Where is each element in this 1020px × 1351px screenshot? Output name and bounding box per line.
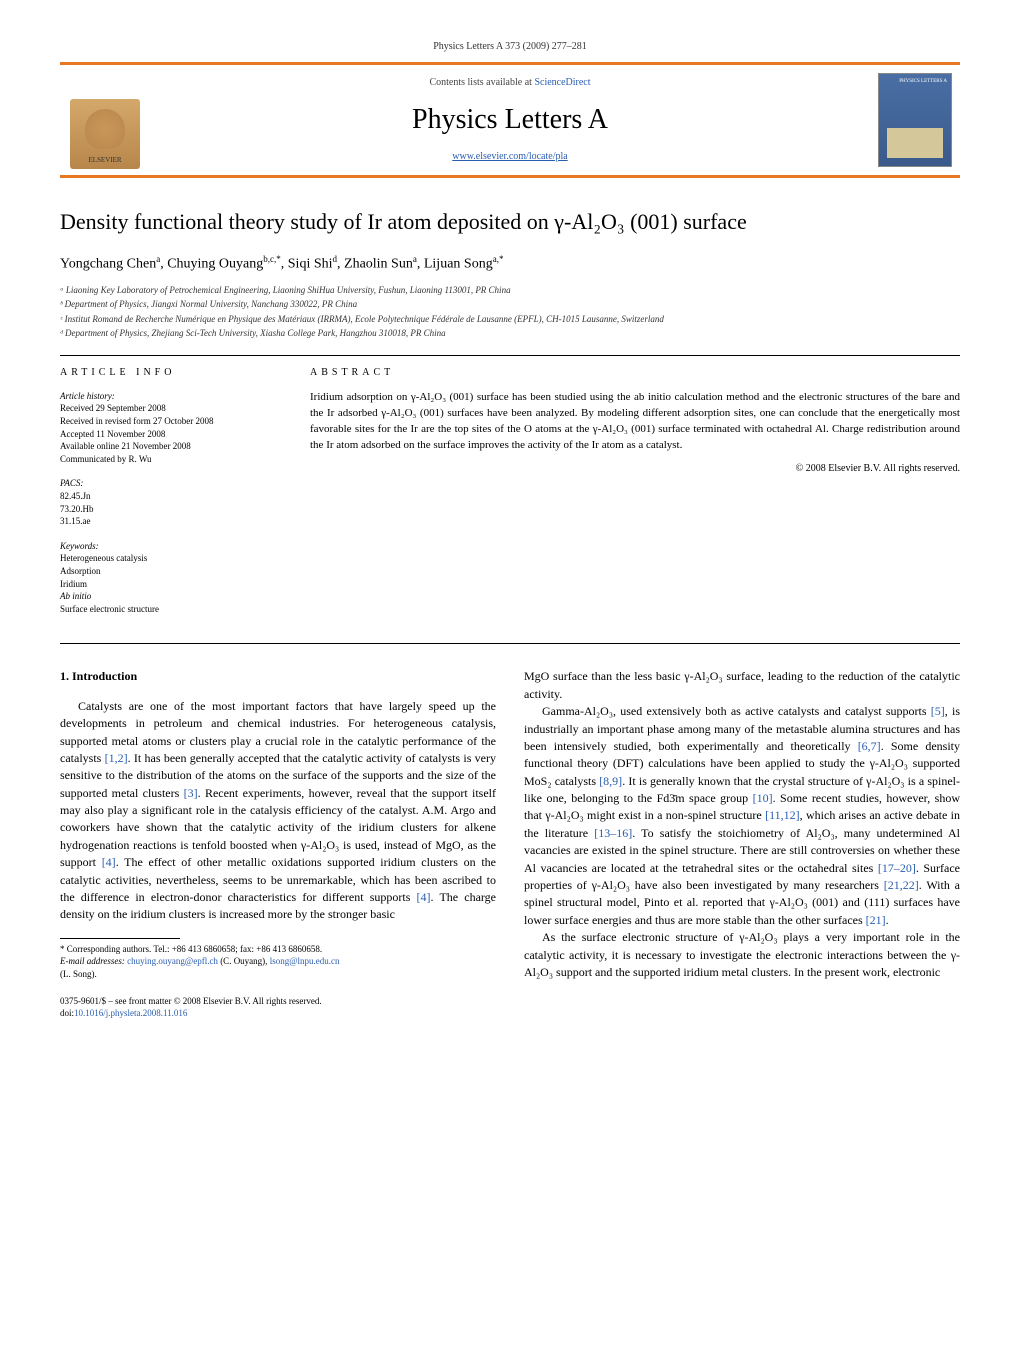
affiliation-line: ᵃ Liaoning Key Laboratory of Petrochemic… — [60, 284, 960, 298]
banner-center: Contents lists available at ScienceDirec… — [150, 65, 870, 175]
pacs-line: 73.20.Hb — [60, 503, 280, 516]
cover-thumbnail: PHYSICS LETTERS A — [878, 73, 952, 167]
keyword-line: Adsorption — [60, 565, 280, 578]
article-info-heading: ARTICLE INFO — [60, 366, 280, 380]
body-column-left: 1. Introduction Catalysts are one of the… — [60, 668, 496, 1019]
body-columns: 1. Introduction Catalysts are one of the… — [60, 668, 960, 1019]
cover-cell: PHYSICS LETTERS A — [870, 65, 960, 175]
email-label: E-mail addresses: — [60, 956, 125, 966]
journal-url-link[interactable]: www.elsevier.com/locate/pla — [160, 150, 860, 164]
publisher-logo-cell: ELSEVIER — [60, 65, 150, 175]
affiliation-line: ᵇ Department of Physics, Jiangxi Normal … — [60, 298, 960, 312]
abstract-copyright: © 2008 Elsevier B.V. All rights reserved… — [310, 462, 960, 476]
contents-prefix: Contents lists available at — [429, 77, 534, 88]
abstract-text: Iridium adsorption on γ-Al₂O₃ (001) surf… — [310, 390, 960, 454]
info-abstract-row: ARTICLE INFO Article history: Received 2… — [60, 366, 960, 628]
intro-paragraph-1-cont: MgO surface than the less basic γ-Al₂O₃ … — [524, 668, 960, 703]
keyword-line: Surface electronic structure — [60, 603, 280, 616]
keywords-label: Keywords: — [60, 540, 280, 553]
divider-top — [60, 355, 960, 356]
corresponding-author-note: * Corresponding authors. Tel.: +86 413 6… — [60, 943, 496, 956]
doi-line: doi:10.1016/j.physleta.2008.11.016 — [60, 1007, 496, 1020]
authors-line: Yongchang Chena, Chuying Ouyangb,c,*, Si… — [60, 253, 960, 274]
affiliation-line: ᶜ Institut Romand de Recherche Numérique… — [60, 313, 960, 327]
email-line: E-mail addresses: chuying.ouyang@epfl.ch… — [60, 955, 496, 968]
history-line: Accepted 11 November 2008 — [60, 428, 280, 441]
cover-thumb-title: PHYSICS LETTERS A — [899, 78, 947, 85]
intro-paragraph-1: Catalysts are one of the most important … — [60, 698, 496, 924]
history-label: Article history: — [60, 390, 280, 403]
footnote-separator — [60, 938, 180, 939]
citation-line: Physics Letters A 373 (2009) 277–281 — [60, 40, 960, 54]
journal-name: Physics Letters A — [160, 100, 860, 139]
pacs-line: 82.45.Jn — [60, 490, 280, 503]
article-history-block: Article history: Received 29 September 2… — [60, 390, 280, 466]
section-1-heading: 1. Introduction — [60, 668, 496, 685]
email-link-2[interactable]: lsong@lnpu.edu.cn — [270, 956, 340, 966]
pacs-line: 31.15.ae — [60, 515, 280, 528]
contents-line: Contents lists available at ScienceDirec… — [160, 76, 860, 90]
abstract-column: ABSTRACT Iridium adsorption on γ-Al₂O₃ (… — [310, 366, 960, 628]
pacs-label: PACS: — [60, 477, 280, 490]
affiliations-block: ᵃ Liaoning Key Laboratory of Petrochemic… — [60, 284, 960, 341]
issn-line: 0375-9601/$ – see front matter © 2008 El… — [60, 995, 496, 1008]
divider-bottom — [60, 643, 960, 644]
keyword-line: Heterogeneous catalysis — [60, 552, 280, 565]
elsevier-logo: ELSEVIER — [70, 99, 140, 169]
keyword-line: Ab initio — [60, 590, 280, 603]
history-line: Communicated by R. Wu — [60, 453, 280, 466]
journal-banner: ELSEVIER Contents lists available at Sci… — [60, 62, 960, 178]
article-title: Density functional theory study of Ir at… — [60, 208, 960, 237]
article-info-column: ARTICLE INFO Article history: Received 2… — [60, 366, 280, 628]
footnotes: * Corresponding authors. Tel.: +86 413 6… — [60, 943, 496, 981]
history-line: Available online 21 November 2008 — [60, 440, 280, 453]
pacs-block: PACS: 82.45.Jn73.20.Hb31.15.ae — [60, 477, 280, 527]
keyword-line: Iridium — [60, 578, 280, 591]
email-link-1[interactable]: chuying.ouyang@epfl.ch — [127, 956, 218, 966]
sciencedirect-link[interactable]: ScienceDirect — [534, 77, 590, 88]
intro-paragraph-3: As the surface electronic structure of γ… — [524, 929, 960, 981]
abstract-heading: ABSTRACT — [310, 366, 960, 380]
body-column-right: MgO surface than the less basic γ-Al₂O₃ … — [524, 668, 960, 1019]
cover-thumb-decoration — [887, 128, 943, 158]
email-who-2: (L. Song). — [60, 968, 496, 981]
keywords-block: Keywords: Heterogeneous catalysisAdsorpt… — [60, 540, 280, 616]
elsevier-tree-icon — [85, 109, 125, 149]
doi-label: doi: — [60, 1008, 74, 1018]
history-line: Received 29 September 2008 — [60, 402, 280, 415]
affiliation-line: ᵈ Department of Physics, Zhejiang Sci-Te… — [60, 327, 960, 341]
history-line: Received in revised form 27 October 2008 — [60, 415, 280, 428]
email-who-1: (C. Ouyang), — [218, 956, 270, 966]
bottom-meta: 0375-9601/$ – see front matter © 2008 El… — [60, 995, 496, 1020]
doi-link[interactable]: 10.1016/j.physleta.2008.11.016 — [74, 1008, 187, 1018]
elsevier-label: ELSEVIER — [88, 156, 121, 166]
intro-paragraph-2: Gamma-Al₂O₃, used extensively both as ac… — [524, 703, 960, 929]
